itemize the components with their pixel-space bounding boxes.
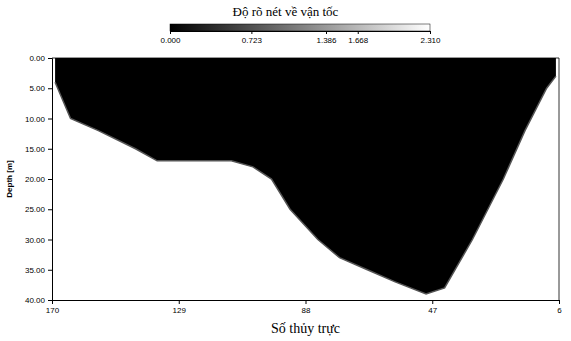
x-axis-tick: 129 <box>173 300 187 315</box>
bed-line <box>55 76 556 294</box>
colorbar-tick: 0.000 <box>160 31 181 45</box>
colorbar-tick-mark <box>170 31 171 34</box>
colorbar-tick-label: 0.000 <box>160 36 181 45</box>
y-axis-title: Depth [m] <box>5 160 14 198</box>
x-axis-tick: 47 <box>428 300 437 315</box>
y-axis-tick: 30.00 <box>25 236 52 245</box>
y-axis-tick-label: 0.00 <box>29 54 45 63</box>
y-axis-tick: 5.00 <box>29 84 52 93</box>
y-axis-tick: 0.00 <box>29 54 52 63</box>
y-axis-tick: 40.00 <box>25 296 52 305</box>
y-axis-tick-mark <box>48 88 52 89</box>
colorbar-tick-mark <box>358 31 359 34</box>
x-axis-tick: 170 <box>46 300 60 315</box>
y-axis-tick-mark <box>48 119 52 120</box>
chart: Độ rõ nét về vận tốc 0.000 0.723 1.386 1.668… <box>0 0 571 341</box>
x-axis-tick-mark <box>179 300 180 304</box>
frame-top <box>52 58 559 59</box>
plot-area <box>52 58 559 300</box>
colorbar-tick: 1.386 <box>316 31 337 45</box>
x-axis-tick: 88 <box>302 300 311 315</box>
colorbar-tick-label: 0.723 <box>242 36 263 45</box>
x-axis-tick-label: 88 <box>302 306 311 315</box>
y-axis-tick-mark <box>48 149 52 150</box>
y-axis-tick: 35.00 <box>25 266 52 275</box>
colorbar-tick-label: 1.386 <box>316 36 337 45</box>
x-axis-tick-label: 6 <box>557 306 562 315</box>
x-axis-tick-mark <box>432 300 433 304</box>
colorbar-tick-mark <box>326 31 327 34</box>
colorbar-axis: 0.000 0.723 1.386 1.668 2.310 <box>160 31 441 45</box>
y-axis: 0.00 5.00 10.00 15.00 20.00 25.00 30.00 35.00 40… <box>25 54 53 305</box>
y-axis-tick: 15.00 <box>25 145 52 154</box>
colorbar-tick: 1.668 <box>348 31 369 45</box>
x-axis-title: Số thủy trực <box>271 321 340 336</box>
frame-right <box>559 58 560 300</box>
y-axis-tick-mark <box>48 240 52 241</box>
x-axis-tick-label: 47 <box>428 306 437 315</box>
colorbar-tick-mark <box>430 31 431 34</box>
x-axis-tick-mark <box>559 300 560 304</box>
colorbar-tick: 2.310 <box>420 31 441 45</box>
x-axis-tick-label: 170 <box>46 306 60 315</box>
x-axis: 170 129 88 47 6 <box>46 300 562 315</box>
y-axis-tick: 25.00 <box>25 205 52 214</box>
y-axis-tick-mark <box>48 58 52 59</box>
y-axis-tick-label: 5.00 <box>29 84 45 93</box>
y-axis-tick-label: 15.00 <box>25 145 46 154</box>
colorbar-tick-label: 2.310 <box>420 36 441 45</box>
colorbar <box>170 24 430 31</box>
y-axis-tick: 10.00 <box>25 115 52 124</box>
velocity-area <box>55 58 556 294</box>
y-axis-tick-label: 10.00 <box>25 115 46 124</box>
colorbar-tick-label: 1.668 <box>348 36 369 45</box>
y-axis-tick-label: 35.00 <box>25 266 46 275</box>
y-axis-line <box>48 59 53 301</box>
y-axis-tick-mark <box>48 179 52 180</box>
y-axis-tick-mark <box>48 300 52 301</box>
x-axis-line <box>53 301 560 305</box>
x-axis-tick-label: 129 <box>173 306 187 315</box>
y-axis-tick-mark <box>48 270 52 271</box>
title: Độ rõ nét về vận tốc <box>233 4 339 19</box>
y-axis-tick-mark <box>48 209 52 210</box>
marks <box>55 58 556 294</box>
y-axis-tick-label: 25.00 <box>25 205 46 214</box>
x-axis-tick-mark <box>306 300 307 304</box>
y-axis-tick: 20.00 <box>25 175 52 184</box>
colorbar-tick: 0.723 <box>242 31 263 45</box>
colorbar-tick-mark <box>251 31 252 34</box>
y-axis-tick-label: 30.00 <box>25 236 46 245</box>
y-axis-tick-label: 20.00 <box>25 175 46 184</box>
colorbar-axis-line <box>171 32 431 35</box>
y-axis-tick-label: 40.00 <box>25 296 46 305</box>
x-axis-tick: 6 <box>557 300 562 315</box>
